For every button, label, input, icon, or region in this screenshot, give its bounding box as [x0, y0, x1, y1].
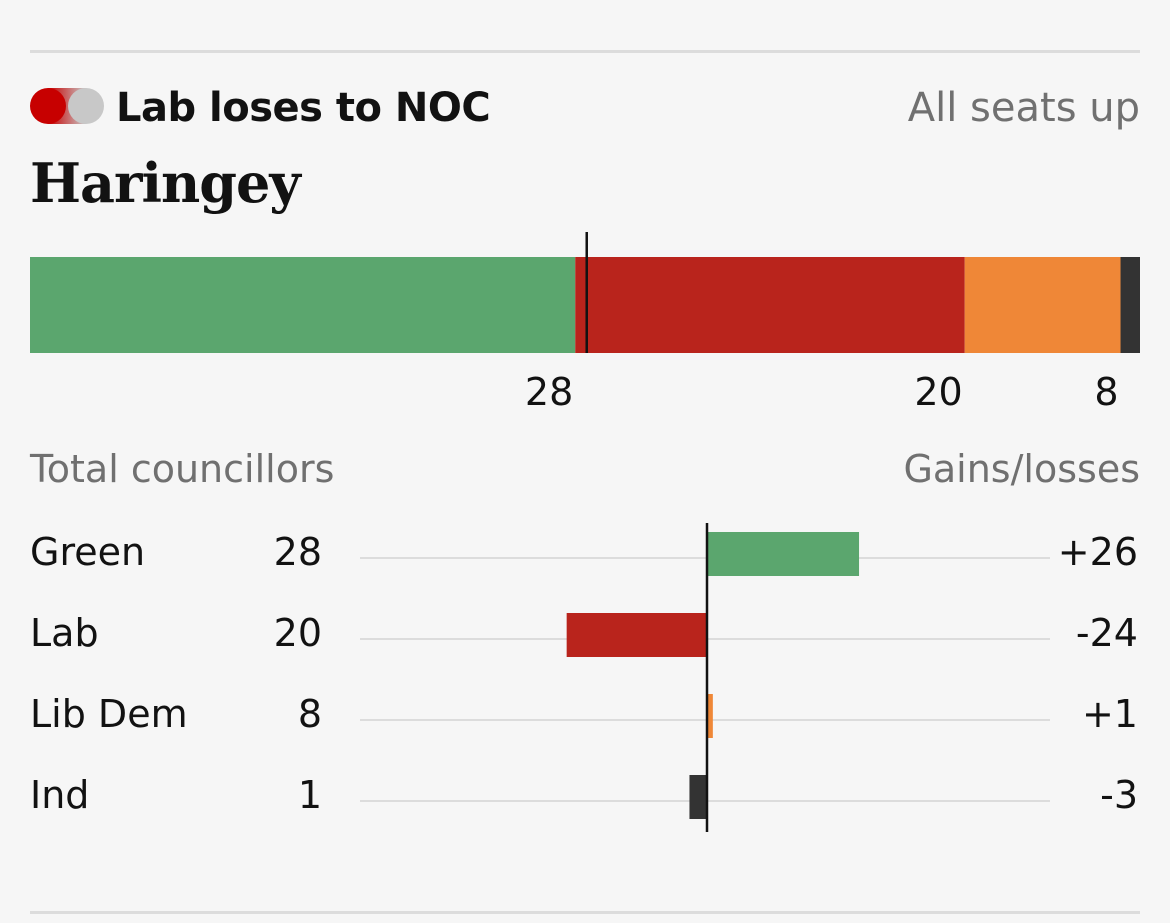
party-name-green: Green [30, 530, 145, 574]
council-name: Haringey [30, 151, 301, 215]
seat-bar-ind [1120, 257, 1140, 353]
seat-label-lib-dem: 8 [1094, 370, 1118, 414]
to-party-dot [68, 88, 104, 124]
gains-losses-heading: Gains/losses [903, 447, 1140, 491]
seats-up-note: All seats up [907, 85, 1140, 131]
party-change-icon [30, 88, 104, 124]
change-value-green: +26 [1058, 530, 1138, 574]
change-bar-lab [566, 613, 707, 657]
from-party-dot [30, 88, 66, 124]
total-ind: 1 [298, 773, 322, 817]
gains-losses-chart: Green 28 +26 Lab 20 -24 Lib Dem 8 +1 Ind 1 -3 [30, 523, 1138, 832]
change-bar-green [707, 532, 860, 576]
change-bar-ind [689, 775, 707, 819]
bottom-divider [30, 911, 1140, 914]
result-text: Lab loses to NOC [116, 85, 491, 131]
total-lab: 20 [274, 611, 322, 655]
total-lib-dem: 8 [298, 692, 322, 736]
change-value-lab: -24 [1076, 611, 1138, 655]
total-councillors-heading: Total councillors [30, 447, 335, 491]
party-name-lib-dem: Lib Dem [30, 692, 188, 736]
seat-label-green: 28 [525, 370, 573, 414]
seat-bar-lib-dem [964, 257, 1121, 353]
party-name-ind: Ind [30, 773, 89, 817]
total-green: 28 [274, 530, 322, 574]
seat-label-lab: 20 [914, 370, 962, 414]
change-bar-lib-dem [707, 694, 713, 738]
change-value-ind: -3 [1100, 773, 1138, 817]
seat-bar-green [30, 257, 576, 353]
result-header: Lab loses to NOC All seats up [30, 82, 1140, 136]
change-value-lib-dem: +1 [1082, 692, 1138, 736]
party-name-lab: Lab [30, 611, 99, 655]
seat-share-chart: 28 20 8 [30, 232, 1140, 414]
top-divider [30, 50, 1140, 53]
seat-bar-lab [575, 257, 965, 353]
party-change-dots [30, 88, 104, 124]
